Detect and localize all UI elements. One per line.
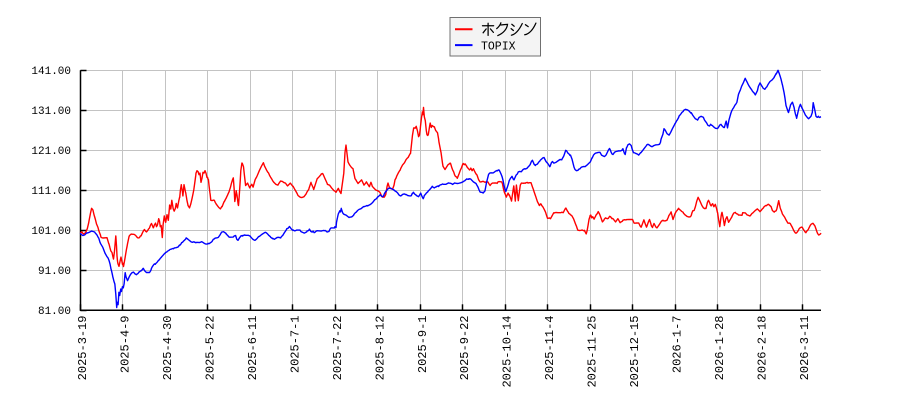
svg-text:TOPIX: TOPIX xyxy=(481,40,516,53)
svg-text:2025-9-22: 2025-9-22 xyxy=(458,316,472,381)
svg-text:2025-6-11: 2025-6-11 xyxy=(246,316,260,381)
svg-text:81.00: 81.00 xyxy=(38,306,71,318)
svg-text:111.00: 111.00 xyxy=(31,186,71,198)
svg-text:2025-11-25: 2025-11-25 xyxy=(586,316,600,388)
svg-text:2025-11-4: 2025-11-4 xyxy=(543,316,557,381)
svg-text:131.00: 131.00 xyxy=(31,106,71,118)
svg-text:2026-1-7: 2026-1-7 xyxy=(671,316,685,374)
svg-text:91.00: 91.00 xyxy=(38,266,71,278)
svg-text:2025-4-9: 2025-4-9 xyxy=(118,316,132,374)
svg-text:2025-7-22: 2025-7-22 xyxy=(331,316,345,381)
svg-text:2025-8-12: 2025-8-12 xyxy=(373,316,387,381)
svg-text:2026-1-28: 2026-1-28 xyxy=(713,316,727,381)
svg-text:101.00: 101.00 xyxy=(31,226,71,238)
svg-text:2025-7-1: 2025-7-1 xyxy=(288,316,302,374)
svg-text:2025-9-1: 2025-9-1 xyxy=(416,316,430,374)
svg-text:2025-10-14: 2025-10-14 xyxy=(501,316,515,388)
svg-text:121.00: 121.00 xyxy=(31,146,71,158)
svg-text:2026-3-11: 2026-3-11 xyxy=(798,316,812,381)
svg-text:2025-12-15: 2025-12-15 xyxy=(628,316,642,388)
svg-text:2026-2-18: 2026-2-18 xyxy=(756,316,770,381)
svg-text:2025-5-22: 2025-5-22 xyxy=(203,316,217,381)
svg-text:2025-3-19: 2025-3-19 xyxy=(76,316,90,381)
svg-text:141.00: 141.00 xyxy=(31,66,71,78)
svg-text:2025-4-30: 2025-4-30 xyxy=(161,316,175,381)
